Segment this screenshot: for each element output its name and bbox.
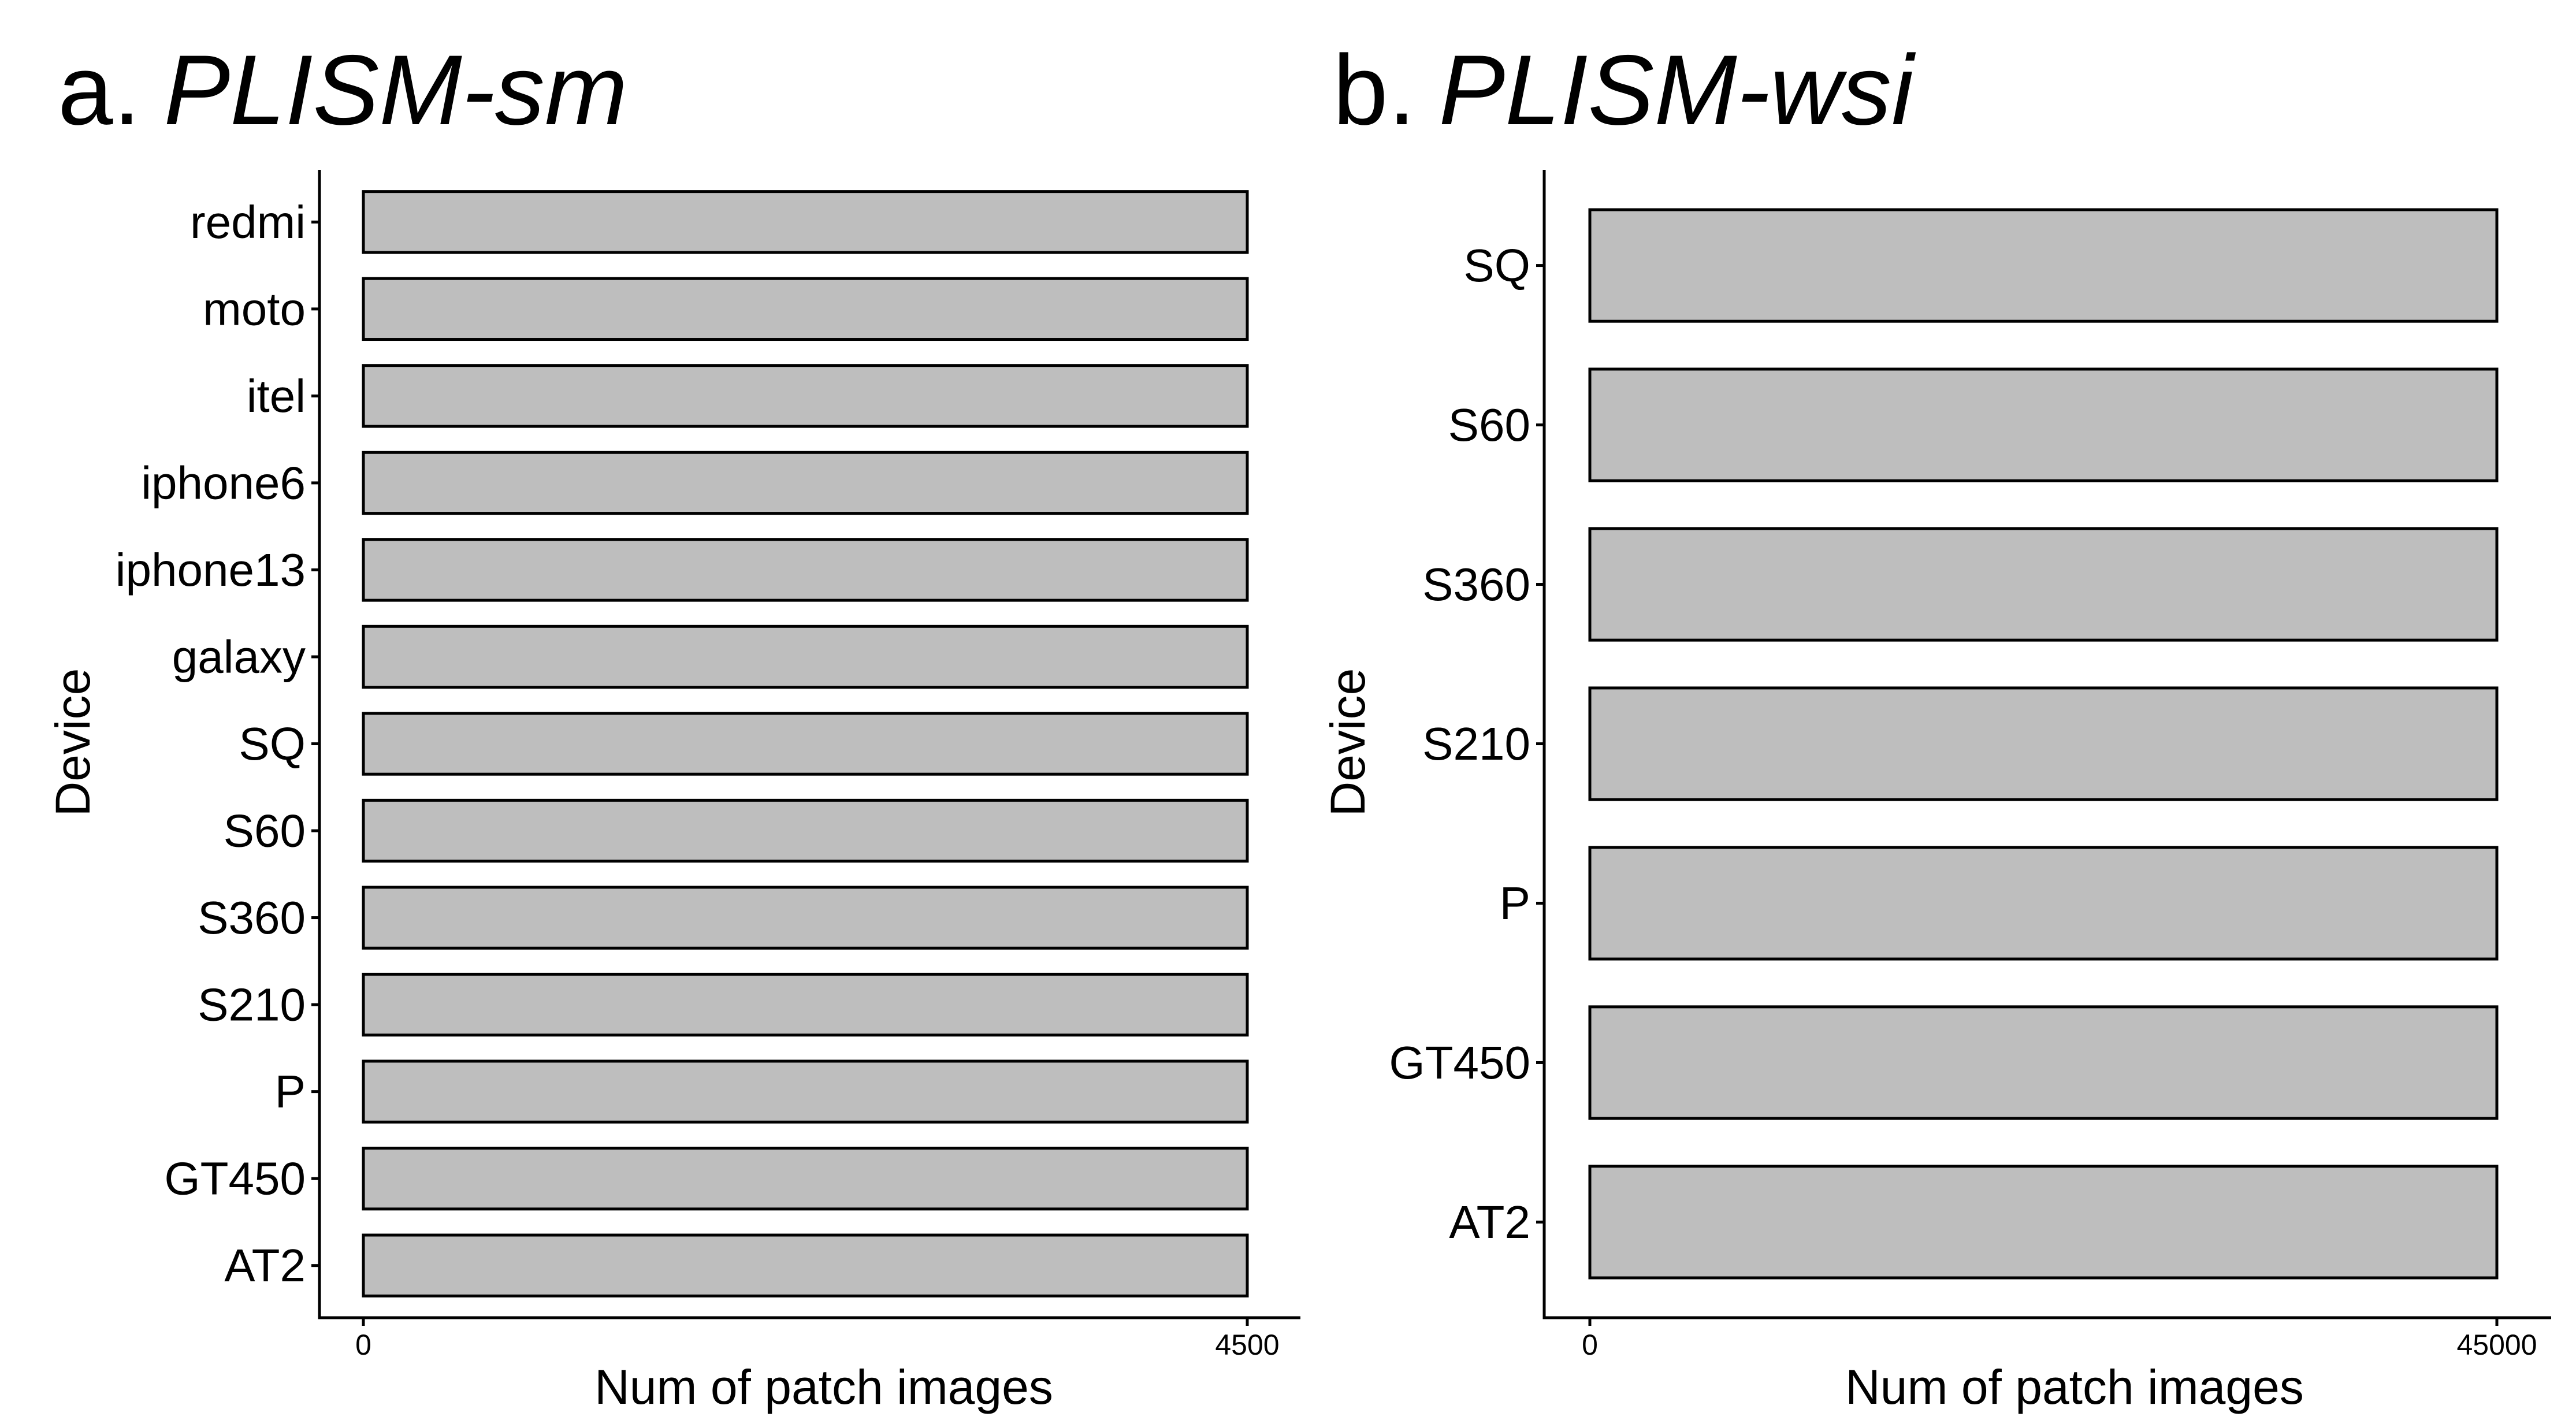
- panel-a-title-name: PLISM-sm: [163, 35, 627, 146]
- panel-a-category-label: SQ: [239, 718, 306, 769]
- panel-b-category-label: S360: [1422, 559, 1530, 610]
- panel-a-x-tick-label: 0: [355, 1329, 371, 1361]
- panel-b-title-prefix: b.: [1333, 35, 1415, 146]
- panel-b-category-label: S60: [1448, 399, 1530, 451]
- panel-a-x-axis-title: Num of patch images: [594, 1360, 1053, 1414]
- panel-a-bars: [362, 190, 1249, 1297]
- panel-a-plism-sm: a. PLISM-sm Device Num of patch images re…: [46, 35, 1300, 1414]
- panel-a-axes: [318, 170, 1300, 1319]
- panel-b-bar-s60: [1588, 367, 2499, 482]
- panel-a-title-prefix: a.: [58, 35, 140, 146]
- panel-a-category-label: iphone13: [116, 544, 306, 596]
- panel-b-category-label: AT2: [1449, 1196, 1530, 1248]
- panel-a-category-label: S360: [198, 892, 306, 943]
- panel-a-category-label: S60: [224, 805, 306, 857]
- panel-b-plism-wsi: b. PLISM-wsi Device Num of patch images S…: [1321, 35, 2551, 1414]
- panel-a-bar-redmi: [362, 190, 1249, 254]
- panel-b-title: b. PLISM-wsi: [1333, 35, 1916, 146]
- panel-a-category-labels: redmi moto itel iphone6 iphone13 galaxy SQ S60 S…: [116, 196, 319, 1291]
- panel-a-bar-p: [362, 1059, 1249, 1124]
- panel-b-bars: [1588, 208, 2499, 1280]
- panel-a-bar-at2: [362, 1233, 1249, 1297]
- panel-a-category-label: S210: [198, 979, 306, 1031]
- panel-a-bar-itel: [362, 364, 1249, 428]
- panel-a-bar-sq: [362, 712, 1249, 776]
- panel-a-bar-s360: [362, 886, 1249, 950]
- panel-a-category-label: AT2: [224, 1240, 306, 1291]
- panel-b-bar-s210: [1588, 686, 2499, 801]
- panel-b-category-label: SQ: [1463, 240, 1530, 291]
- panel-b-bar-gt450: [1588, 1005, 2499, 1120]
- panel-a-category-label: redmi: [190, 196, 306, 248]
- panel-a-category-label: iphone6: [141, 457, 306, 508]
- panel-b-bar-at2: [1588, 1165, 2499, 1280]
- panel-a-category-label: galaxy: [172, 631, 306, 682]
- panel-a-category-label: moto: [203, 283, 306, 334]
- panel-a-category-label: P: [275, 1066, 306, 1117]
- panel-a-bar-s60: [362, 798, 1249, 863]
- panel-b-x-tick-label: 0: [1582, 1329, 1598, 1361]
- panel-b-bar-sq: [1588, 208, 2499, 323]
- panel-b-bar-s360: [1588, 527, 2499, 642]
- panel-b-category-label: P: [1500, 878, 1530, 929]
- panel-a-y-axis-title: Device: [46, 668, 100, 817]
- panel-a-x-tick-label: 4500: [1215, 1329, 1279, 1361]
- panel-b-category-label: S210: [1422, 718, 1530, 769]
- panel-b-title-name: PLISM-wsi: [1438, 35, 1916, 146]
- panel-b-x-axis-title: Num of patch images: [1845, 1360, 2304, 1414]
- panel-b-x-ticks: 0 45000: [1582, 1318, 2537, 1361]
- panel-a-bar-moto: [362, 277, 1249, 341]
- panel-b-y-axis-title: Device: [1321, 668, 1375, 817]
- panel-a-bar-s210: [362, 972, 1249, 1037]
- panel-b-bar-p: [1588, 846, 2499, 961]
- panel-b-category-label: GT450: [1389, 1037, 1530, 1088]
- panel-a-category-label: itel: [247, 370, 306, 422]
- panel-a-category-label: GT450: [164, 1153, 306, 1204]
- panel-a-x-ticks: 0 4500: [355, 1318, 1280, 1361]
- panel-b-category-labels: SQ S60 S360 S210 P GT450 AT2: [1389, 240, 1544, 1248]
- panel-a-bar-iphone6: [362, 451, 1249, 515]
- panel-a-title: a. PLISM-sm: [58, 35, 627, 146]
- panel-a-bar-galaxy: [362, 624, 1249, 689]
- panel-a-bar-gt450: [362, 1146, 1249, 1211]
- panel-a-bar-iphone13: [362, 538, 1249, 602]
- panel-b-x-tick-label: 45000: [2456, 1329, 2537, 1361]
- panel-b-axes: [1542, 170, 2551, 1319]
